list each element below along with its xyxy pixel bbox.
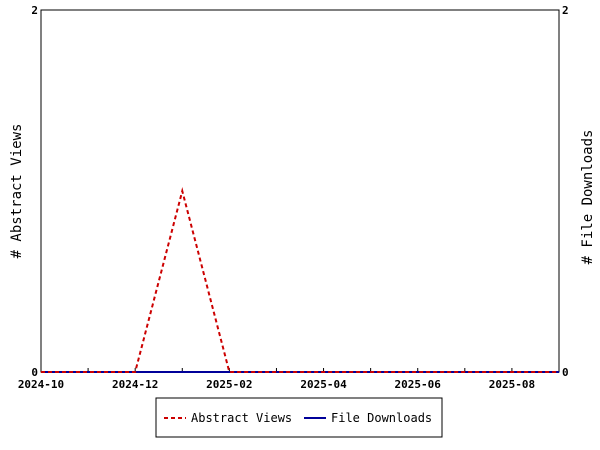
x-axis: 2024-10 2024-12 2025-02 2025-04 2025-06 2025-…: [18, 368, 560, 391]
x-tick-label: 2024-10: [18, 378, 64, 391]
plot-frame: [40, 9, 560, 373]
x-tick-label: 2025-06: [395, 378, 442, 391]
legend: Abstract Views File Downloads: [155, 397, 443, 438]
y-axis-right-title: # File Downloads: [580, 130, 596, 265]
y-axis-left: 02: [31, 4, 45, 379]
legend-label-file-downloads: File Downloads: [331, 411, 432, 425]
x-tick-label: 2024-12: [112, 378, 158, 391]
y-axis-right: 02: [555, 4, 569, 379]
y-right-tick-label: 0: [562, 366, 569, 379]
y-axis-left-title: # Abstract Views: [9, 124, 25, 259]
legend-label-abstract-views: Abstract Views: [191, 411, 292, 425]
series-layer: [41, 187, 559, 373]
y-left-tick-label: 0: [31, 366, 38, 379]
x-tick-label: 2025-02: [206, 378, 252, 391]
plot-area: [40, 9, 560, 373]
x-tick-label: 2025-04: [300, 378, 347, 391]
x-tick-label: 2025-08: [489, 378, 535, 391]
legend-box: [155, 397, 443, 438]
series-line-abstract-views: [41, 187, 559, 373]
y-left-tick-label: 2: [31, 4, 38, 17]
y-right-tick-label: 2: [562, 4, 569, 17]
